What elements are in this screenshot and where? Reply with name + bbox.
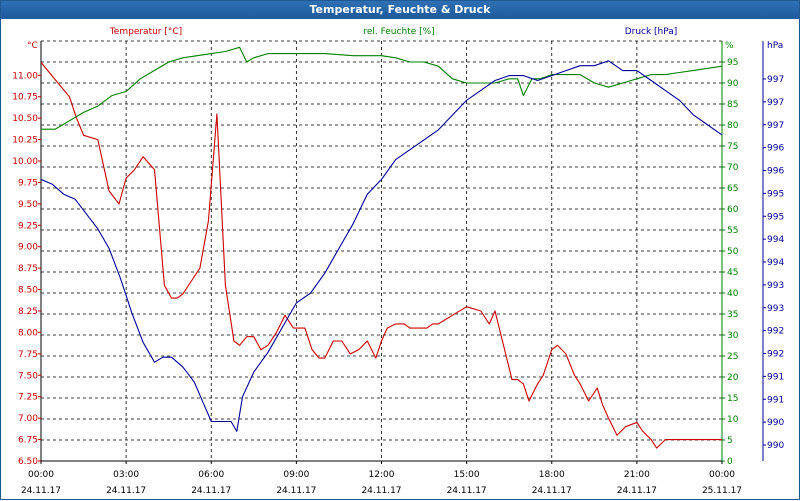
- temperature-axis-title: Temperatur [°C]: [109, 27, 182, 37]
- humidity-tick-label: 80: [727, 121, 739, 131]
- humidity-tick-label: 75: [727, 142, 738, 152]
- temperature-tick-label: 7.25: [18, 393, 38, 403]
- temperature-tick-label: 11.00: [12, 71, 38, 81]
- pressure-tick-label: 991: [767, 372, 784, 382]
- humidity-axis-title: rel. Feuchte [%]: [363, 27, 434, 37]
- humidity-series-line: [41, 46, 723, 130]
- temperature-tick-label: 9.50: [18, 200, 38, 210]
- humidity-tick-label: 5: [727, 436, 733, 446]
- temperature-tick-label: 6.50: [18, 457, 38, 467]
- pressure-series-line: [40, 60, 723, 432]
- temperature-tick-label: 7.00: [18, 414, 38, 424]
- humidity-tick-label: 10: [727, 415, 739, 425]
- humidity-tick-label: 60: [727, 205, 739, 215]
- x-tick-time: 18:00: [539, 470, 565, 480]
- temperature-series-line: [40, 62, 722, 449]
- x-tick-labels: 00:00 24.11.17 03:00 24.11.17 06:00 24.11.17 0…: [21, 461, 742, 496]
- x-tick-date: 24.11.17: [447, 486, 487, 496]
- humidity-tick-label: 35: [727, 310, 738, 320]
- x-tick-time: 00:00: [28, 470, 54, 480]
- x-tick-date: 24.11.17: [361, 486, 401, 496]
- temperature-tick-label: 9.25: [18, 221, 38, 231]
- pressure-tick-label: 993: [767, 281, 784, 291]
- x-tick-date: 25.11.17: [702, 486, 742, 496]
- x-tick-time: 09:00: [283, 470, 309, 480]
- humidity-tick-label: 30: [727, 331, 739, 341]
- pressure-tick-label: 990: [767, 441, 784, 451]
- pressure-tick-label: 996: [767, 167, 784, 177]
- window-title: Temperatur, Feuchte & Druck: [1, 1, 799, 19]
- humidity-tick-label: 85: [727, 100, 738, 110]
- humidity-tick-label: 65: [727, 184, 738, 194]
- temperature-tick-label: 6.75: [18, 436, 38, 446]
- x-tick-time: 12:00: [369, 470, 395, 480]
- temperature-tick-label: 8.00: [18, 328, 38, 338]
- temperature-tick-label: 7.75: [18, 350, 38, 360]
- pressure-tick-label: 992: [767, 327, 784, 337]
- x-tick-time: 21:00: [624, 470, 650, 480]
- pressure-tick-label: 991: [767, 395, 784, 405]
- pressure-tick-label: 995: [767, 212, 784, 222]
- humidity-unit-label: %: [725, 41, 734, 51]
- temperature-tick-label: 7.50: [18, 371, 38, 381]
- temperature-tick-label: 9.75: [18, 178, 38, 188]
- humidity-tick-label: 25: [727, 352, 738, 362]
- humidity-tick-label: 40: [727, 289, 739, 299]
- humidity-tick-label: 70: [727, 163, 739, 173]
- temperature-tick-label: 10.25: [12, 136, 38, 146]
- pressure-tick-label: 996: [767, 144, 784, 154]
- x-tick-date: 24.11.17: [276, 486, 316, 496]
- humidity-tick-label: 90: [727, 79, 739, 89]
- humidity-tick-label: 55: [727, 226, 738, 236]
- x-tick-time: 03:00: [113, 470, 139, 480]
- pressure-tick-label: 997: [767, 121, 784, 131]
- pressure-unit-label: hPa: [767, 41, 783, 51]
- temperature-tick-label: 10.50: [12, 114, 38, 124]
- pressure-axis-title: Druck [hPa]: [625, 27, 678, 37]
- pressure-tick-label: 990: [767, 418, 784, 428]
- x-tick-time: 00:00: [709, 470, 735, 480]
- pressure-tick-label: 994: [767, 258, 784, 268]
- x-tick-date: 24.11.17: [21, 486, 61, 496]
- x-tick-date: 24.11.17: [106, 486, 146, 496]
- temperature-tick-label: 8.75: [18, 264, 38, 274]
- humidity-tick-label: 15: [727, 394, 738, 404]
- humidity-tick-label: 45: [727, 268, 738, 278]
- pressure-tick-label: 992: [767, 350, 784, 360]
- pressure-tick-label: 997: [767, 75, 784, 85]
- humidity-tick-label: 95: [727, 58, 738, 68]
- temperature-tick-labels: 11.00 10.75 10.50 10.25 10.00 9.75 9.50 9.25 9.0…: [12, 71, 41, 467]
- humidity-tick-label: 50: [727, 247, 739, 257]
- x-tick-date: 24.11.17: [532, 486, 572, 496]
- x-tick-time: 15:00: [454, 470, 480, 480]
- pressure-tick-label: 993: [767, 304, 784, 314]
- temperature-tick-label: 8.50: [18, 286, 38, 296]
- humidity-tick-label: 20: [727, 373, 739, 383]
- x-tick-date: 24.11.17: [191, 486, 231, 496]
- pressure-tick-label: 995: [767, 189, 784, 199]
- temperature-tick-label: 10.75: [12, 93, 38, 103]
- temperature-tick-label: 9.00: [18, 243, 38, 253]
- temperature-tick-label: 10.00: [12, 157, 38, 167]
- grid-lines: [41, 40, 723, 461]
- pressure-tick-label: 997: [767, 98, 784, 108]
- humidity-tick-label: 0: [727, 457, 733, 467]
- series-layer: [40, 46, 723, 449]
- x-tick-date: 24.11.17: [617, 486, 657, 496]
- x-tick-time: 06:00: [198, 470, 224, 480]
- temperature-tick-label: 8.25: [18, 307, 38, 317]
- pressure-tick-labels: 997 997 997 996 996 995 995 994 994 993 993 992 992 9…: [763, 75, 784, 451]
- temperature-unit-label: °C: [27, 41, 38, 51]
- pressure-tick-label: 994: [767, 235, 784, 245]
